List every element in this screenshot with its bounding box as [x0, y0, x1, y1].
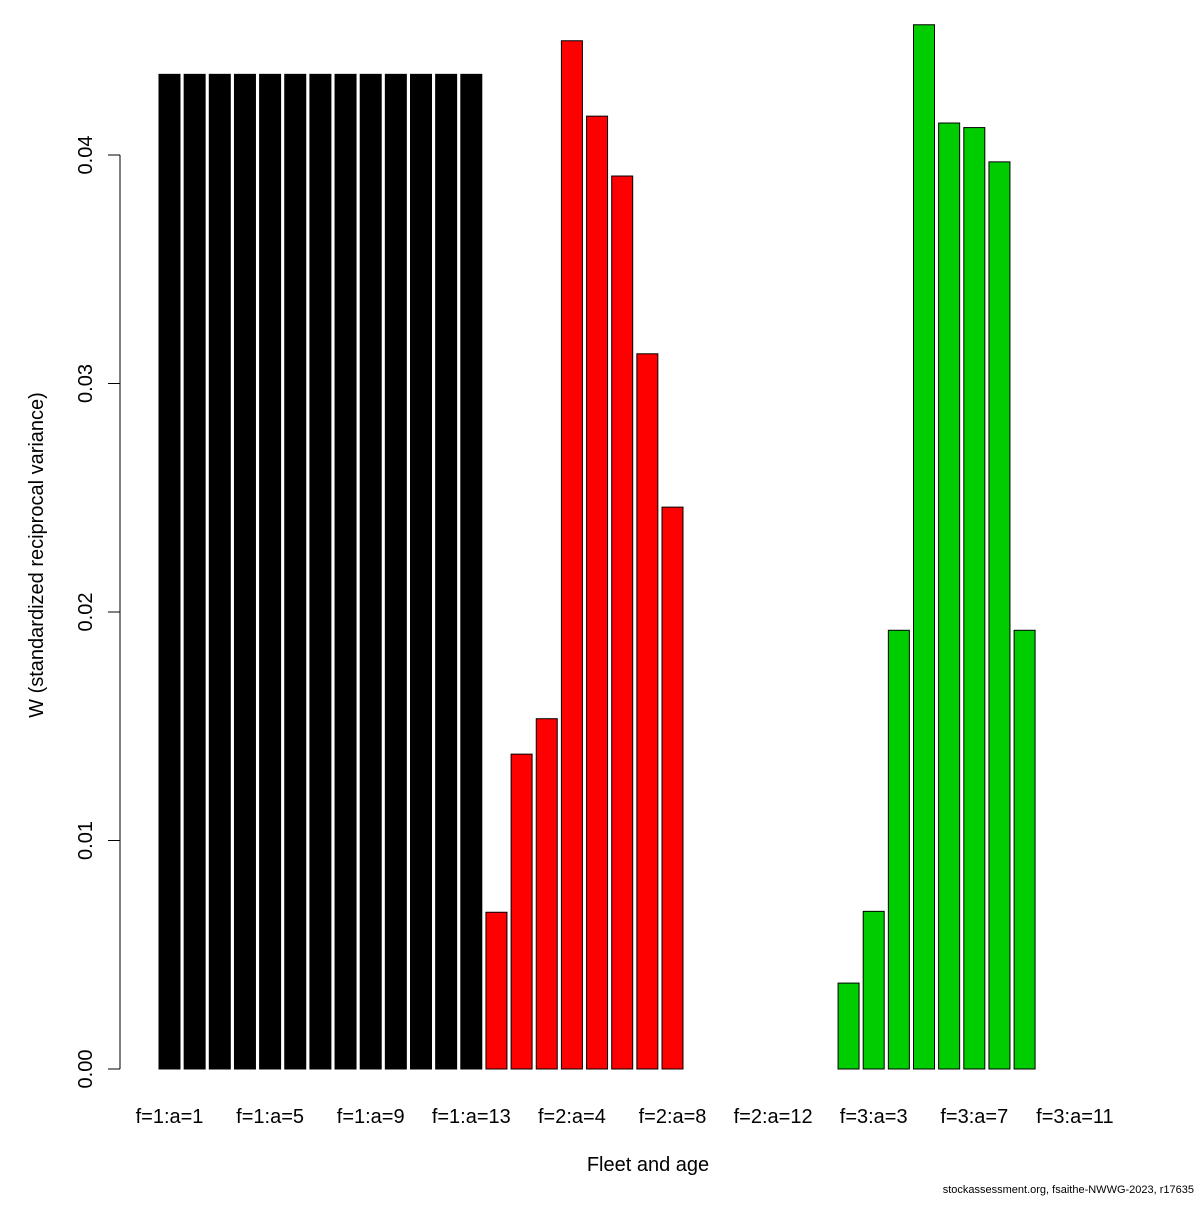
bar-f=1:a=4	[233, 73, 256, 1070]
bar-f=2:a=3	[535, 718, 558, 1070]
y-tick-label: 0.03	[75, 364, 97, 403]
x-tick-label: f=1:a=5	[236, 1106, 304, 1128]
bar-f=1:a=8	[334, 73, 357, 1070]
bar-f=2:a=4	[560, 40, 583, 1070]
x-tick-label: f=2:a=12	[734, 1106, 813, 1128]
bar-f=1:a=9	[359, 73, 382, 1070]
bar-f=1:a=1	[158, 73, 181, 1070]
bar-f=3:a=4	[887, 629, 910, 1070]
x-tick-label: f=1:a=13	[432, 1106, 511, 1128]
bar-f=1:a=6	[284, 73, 307, 1070]
x-axis-title: Fleet and age	[587, 1154, 709, 1176]
bar-f=2:a=2	[510, 753, 533, 1070]
bar-f=3:a=8	[988, 161, 1011, 1070]
bar-f=2:a=7	[636, 353, 659, 1070]
bar-f=1:a=12	[435, 73, 458, 1070]
bar-f=2:a=1	[485, 911, 508, 1070]
y-tick-label: 0.00	[75, 1050, 97, 1089]
y-axis: 0.00 0.01 0.02 0.03 0.04	[75, 136, 121, 1089]
bar-f=1:a=13	[460, 73, 483, 1070]
bar-f=3:a=3	[862, 910, 885, 1070]
x-tick-label: f=2:a=8	[639, 1106, 707, 1128]
y-axis-title: W (standardized reciprocal variance)	[26, 392, 48, 718]
bar-f=3:a=9	[1013, 629, 1036, 1070]
y-tick-label: 0.02	[75, 593, 97, 632]
footer-note: stockassessment.org, fsaithe-NWWG-2023, …	[942, 1184, 1194, 1196]
bar-f=3:a=2	[837, 982, 860, 1070]
x-tick-label: f=1:a=1	[136, 1106, 204, 1128]
bar-f=1:a=2	[183, 73, 206, 1070]
y-tick-label: 0.01	[75, 821, 97, 860]
bar-f=1:a=11	[410, 73, 432, 1070]
bar-f=3:a=6	[938, 122, 961, 1070]
y-tick-label: 0.04	[75, 136, 97, 175]
bar-f=2:a=5	[586, 115, 609, 1070]
bar-f=1:a=5	[259, 73, 282, 1070]
bar-f=1:a=7	[309, 73, 332, 1070]
x-tick-label: f=1:a=9	[337, 1106, 405, 1128]
x-tick-label: f=3:a=7	[940, 1106, 1008, 1128]
x-tick-label: f=2:a=4	[538, 1106, 606, 1128]
x-tick-label: f=3:a=11	[1036, 1106, 1113, 1128]
bar-f=3:a=5	[913, 24, 935, 1070]
bar-f=1:a=10	[384, 73, 407, 1070]
bar-f=1:a=3	[208, 73, 231, 1070]
x-tick-labels: f=1:a=1 f=1:a=5 f=1:a=9 f=1:a=13 f=2:a=4 f=2:…	[136, 1106, 1114, 1128]
x-tick-label: f=3:a=3	[840, 1106, 908, 1128]
bar-f=2:a=6	[611, 175, 634, 1070]
bar-f=2:a=8	[661, 506, 684, 1070]
bars	[158, 24, 1036, 1070]
bar-f=3:a=7	[963, 127, 986, 1070]
